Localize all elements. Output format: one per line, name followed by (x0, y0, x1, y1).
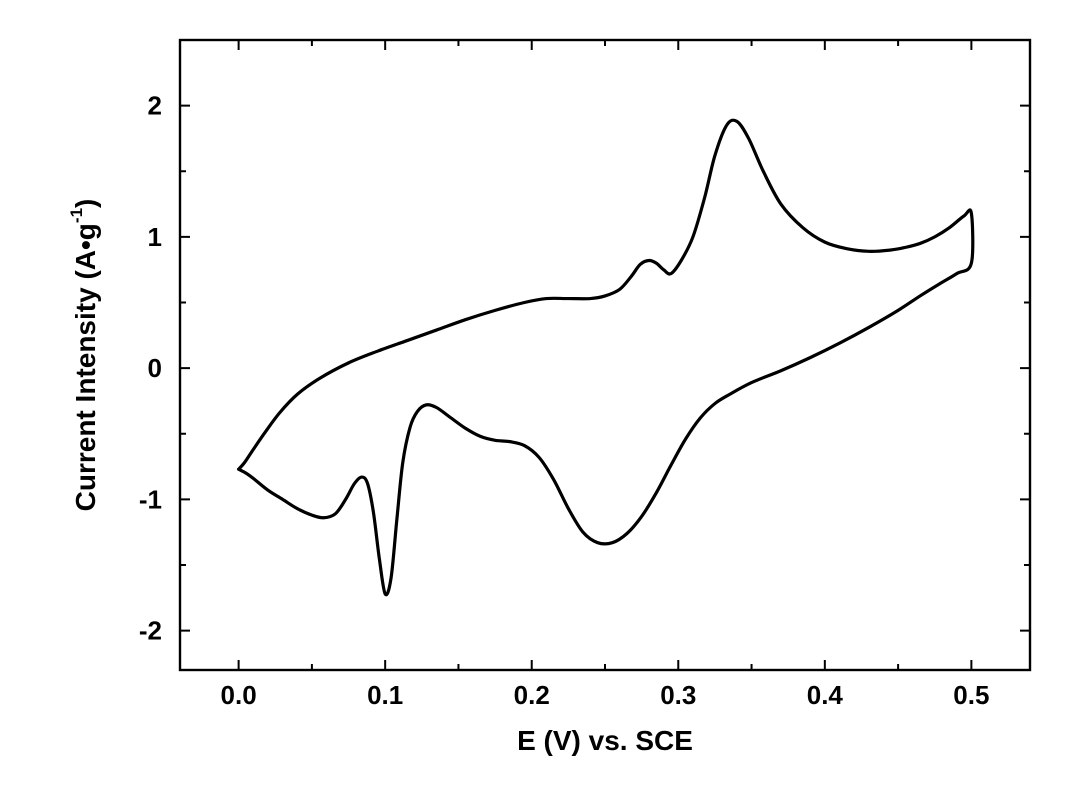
tick-labels: 0.0 0.1 0.2 0.3 0.4 0.5 -2 -1 0 1 2 (139, 91, 990, 710)
y-tick-label: -2 (139, 616, 162, 646)
axis-ticks (180, 40, 1030, 670)
y-axis-label: Current Intensity (A•g-1) (67, 199, 101, 512)
x-tick-label: 0.3 (660, 680, 696, 710)
plot-frame (180, 40, 1030, 670)
y-tick-label: -1 (139, 484, 162, 514)
chart-svg: 0.00.10.20.30.40.5-2-1012 E (V) vs. SCE … (0, 0, 1076, 800)
y-tick-label: 2 (148, 91, 162, 121)
x-tick-label: 0.1 (367, 680, 403, 710)
cv-figure: 0.00.10.20.30.40.5-2-1012 E (V) vs. SCE … (0, 0, 1076, 800)
cv-curve (239, 120, 973, 595)
x-tick-label: 0.2 (514, 680, 550, 710)
x-tick-label: 0.0 (221, 680, 257, 710)
x-tick-label: 0.5 (953, 680, 989, 710)
x-tick-label: 0.4 (807, 680, 844, 710)
x-axis-label: E (V) vs. SCE (517, 725, 693, 756)
y-tick-label: 0 (148, 353, 162, 383)
y-tick-label: 1 (148, 222, 162, 252)
